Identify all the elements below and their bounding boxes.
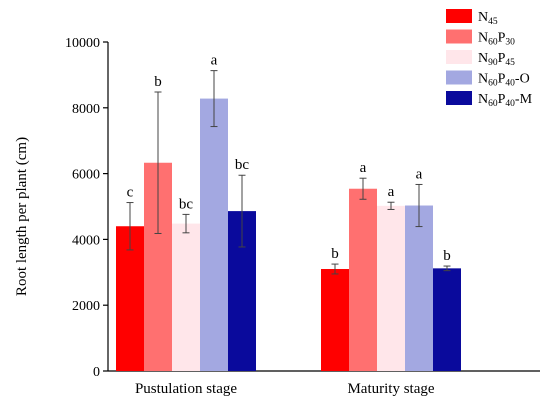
legend-swatch bbox=[446, 9, 472, 23]
significance-letter: bc bbox=[179, 196, 194, 212]
legend-label-text: P bbox=[498, 92, 506, 107]
bar bbox=[172, 223, 200, 371]
legend-swatch bbox=[446, 50, 472, 64]
legend-label: N90P45 bbox=[478, 51, 515, 68]
legend-label-subscript: 60 bbox=[488, 99, 498, 109]
legend-label-text: P bbox=[498, 51, 506, 66]
legend-label-subscript: 45 bbox=[505, 58, 515, 68]
legend-label-text: P bbox=[498, 31, 506, 46]
significance-letter: a bbox=[211, 53, 218, 69]
legend-label-subscript: 30 bbox=[505, 38, 515, 48]
legend-label-subscript: 40 bbox=[505, 99, 515, 109]
legend-label-subscript: 60 bbox=[488, 38, 498, 48]
bar bbox=[349, 188, 377, 371]
legend-label-text: -M bbox=[515, 92, 533, 107]
significance-letter: a bbox=[360, 160, 367, 176]
legend-label: N60P40-M bbox=[478, 92, 533, 109]
legend-label-text: N bbox=[478, 92, 488, 107]
significance-letter: c bbox=[127, 185, 134, 201]
plot-area: 0 2000 4000 6000 8000 10000 c b bc a bc Pustulation… bbox=[65, 36, 540, 397]
significance-letter: b bbox=[331, 246, 339, 262]
legend-label-subscript: 60 bbox=[488, 79, 498, 89]
legend-label: N60P30 bbox=[478, 31, 515, 48]
legend-label-text: N bbox=[478, 10, 488, 25]
y-tick-label: 0 bbox=[93, 365, 100, 380]
legend-label-subscript: 90 bbox=[488, 58, 498, 68]
legend-swatch bbox=[446, 29, 472, 44]
legend-label-subscript: 40 bbox=[505, 79, 515, 89]
significance-letter: b bbox=[154, 74, 162, 90]
y-tick-label: 2000 bbox=[72, 299, 100, 314]
legend-label: N45 bbox=[478, 10, 498, 27]
bar bbox=[377, 205, 405, 371]
significance-letter: b bbox=[443, 248, 451, 264]
legend-label-text: N bbox=[478, 31, 488, 46]
legend-label-text: N bbox=[478, 72, 488, 87]
x-category-label: Maturity stage bbox=[347, 381, 434, 397]
x-category-label: Pustulation stage bbox=[135, 381, 237, 397]
y-tick-label: 8000 bbox=[72, 102, 100, 117]
bar bbox=[405, 205, 433, 371]
legend-swatch bbox=[446, 70, 472, 85]
y-axis-title: Root length per plant (cm) bbox=[14, 137, 30, 296]
y-tick-label: 6000 bbox=[72, 168, 100, 183]
legend-label-text: P bbox=[498, 72, 506, 87]
bar bbox=[200, 98, 228, 371]
bar bbox=[433, 268, 461, 371]
y-tick-label: 4000 bbox=[72, 233, 100, 248]
significance-letter: a bbox=[388, 184, 395, 200]
significance-letter: a bbox=[416, 166, 423, 182]
legend-label-subscript: 45 bbox=[488, 17, 498, 27]
significance-letter: bc bbox=[235, 157, 250, 173]
bar bbox=[321, 269, 349, 371]
legend-label-text: -O bbox=[515, 72, 530, 87]
legend-label-text: N bbox=[478, 51, 488, 66]
legend-swatch bbox=[446, 91, 472, 105]
y-tick-label: 10000 bbox=[65, 36, 100, 51]
legend-label: N60P40-O bbox=[478, 72, 530, 89]
